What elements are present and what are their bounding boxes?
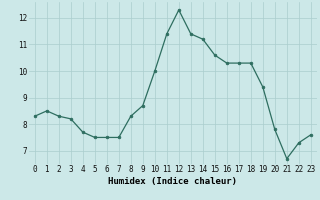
X-axis label: Humidex (Indice chaleur): Humidex (Indice chaleur)	[108, 177, 237, 186]
